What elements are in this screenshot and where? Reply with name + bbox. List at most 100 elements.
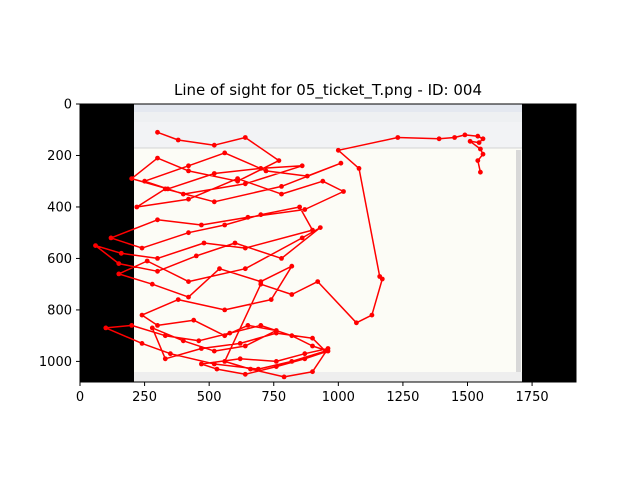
x-axis: 0 250 500 750 1000 1250 1500 1750 xyxy=(76,382,549,405)
fixation-point xyxy=(258,166,264,171)
fixation-point xyxy=(478,146,483,152)
fixation-point xyxy=(139,341,145,346)
x-tick-label: 0 xyxy=(76,390,84,405)
fixation-point xyxy=(103,325,109,331)
fixation-point xyxy=(242,245,248,251)
fixation-point xyxy=(191,317,197,323)
fixation-point xyxy=(475,158,481,164)
fixation-point xyxy=(395,135,401,140)
fixation-point xyxy=(297,204,302,210)
fixation-point xyxy=(108,235,114,241)
window-titlebar xyxy=(134,104,522,112)
fixation-point xyxy=(214,366,220,372)
fixation-point xyxy=(217,266,222,272)
fixation-point xyxy=(310,369,315,375)
fixation-point xyxy=(222,359,228,364)
fixation-point xyxy=(258,281,264,287)
fixation-point xyxy=(338,160,344,166)
fixation-point xyxy=(317,225,323,231)
background-window xyxy=(134,104,522,382)
fixation-point xyxy=(139,245,145,251)
fixation-point xyxy=(281,374,287,380)
fixation-point xyxy=(242,343,248,349)
fixation-point xyxy=(155,217,160,223)
x-tick-label: 500 xyxy=(197,390,222,405)
fixation-point xyxy=(232,240,238,246)
fixation-point xyxy=(186,163,191,169)
fixation-point xyxy=(320,178,326,184)
fixation-point xyxy=(462,132,468,138)
fixation-point xyxy=(310,335,315,341)
fixation-point xyxy=(242,135,248,140)
fixation-point xyxy=(116,271,122,277)
y-axis: 0 200 400 600 800 1000 xyxy=(39,98,80,370)
fixation-point xyxy=(242,181,248,187)
fixation-point xyxy=(162,186,168,192)
fixation-point xyxy=(199,361,204,367)
fixation-point xyxy=(276,158,282,164)
fixation-point xyxy=(134,204,140,210)
window-scrollbar xyxy=(516,150,521,372)
fixation-point xyxy=(436,136,442,142)
fixation-point xyxy=(255,366,261,372)
fixation-point xyxy=(245,214,251,220)
fixation-point xyxy=(186,168,191,174)
fixation-point xyxy=(335,147,341,153)
fixation-point xyxy=(211,348,217,354)
fixation-point xyxy=(302,207,308,212)
fixation-point xyxy=(149,325,155,331)
fixation-point xyxy=(222,333,228,339)
fixation-point xyxy=(237,356,243,362)
fixation-point xyxy=(180,338,186,344)
gaze-path-layer xyxy=(93,129,486,380)
fixation-point xyxy=(248,366,253,372)
fixation-point xyxy=(144,258,150,264)
fixation-point xyxy=(180,191,186,197)
fixation-point xyxy=(149,281,155,287)
fixation-point xyxy=(478,169,483,175)
fixation-point xyxy=(310,227,315,233)
black-right-band xyxy=(522,104,576,382)
fixation-point xyxy=(155,268,160,274)
fixation-point xyxy=(289,359,295,364)
x-tick-label: 1250 xyxy=(386,390,419,405)
fixation-point xyxy=(304,173,310,179)
fixation-point xyxy=(222,307,228,313)
y-tick-label: 800 xyxy=(47,303,72,318)
window-toolbar xyxy=(134,112,522,122)
fixation-point xyxy=(186,279,191,284)
fixation-point xyxy=(186,196,191,202)
fixation-point xyxy=(118,250,124,256)
fixation-point xyxy=(480,151,486,157)
fixation-point xyxy=(299,235,305,241)
fixation-point xyxy=(222,150,228,156)
fixation-point xyxy=(279,184,284,189)
fixation-point xyxy=(356,166,362,171)
fixation-point xyxy=(273,364,279,369)
fixation-point xyxy=(168,351,173,357)
fixation-point xyxy=(273,359,279,364)
fixation-point xyxy=(279,256,284,261)
fixation-point xyxy=(279,191,284,197)
fixation-point xyxy=(452,135,457,140)
chart-title: Line of sight for 05_ticket_T.png - ID: … xyxy=(174,81,482,100)
fixation-point xyxy=(242,266,248,272)
fixation-point xyxy=(162,356,168,362)
plot-frame xyxy=(79,103,577,383)
y-tick-label: 600 xyxy=(47,252,72,267)
fixation-point xyxy=(467,138,473,144)
fixation-point xyxy=(242,371,248,377)
fixation-point xyxy=(129,176,135,182)
fixation-point xyxy=(310,343,315,349)
x-tick-label: 1750 xyxy=(516,390,549,405)
fixation-point xyxy=(315,279,321,284)
fixation-point xyxy=(289,333,295,339)
window-statusbar xyxy=(134,372,522,382)
fixation-point xyxy=(155,323,160,328)
fixation-point xyxy=(211,361,217,367)
fixation-point xyxy=(155,256,160,261)
fixation-point xyxy=(258,323,264,328)
y-tick-label: 1000 xyxy=(39,355,72,370)
fixation-point xyxy=(263,168,269,174)
